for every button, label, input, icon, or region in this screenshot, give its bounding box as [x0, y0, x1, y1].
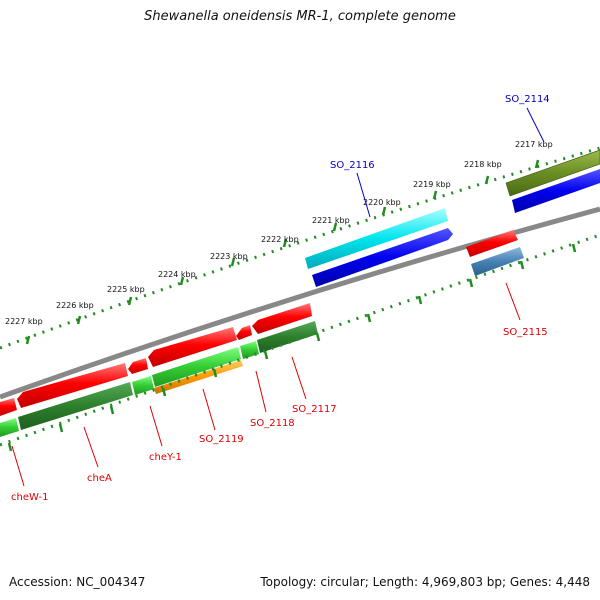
kbp-labels: 2217 kbp 2218 kbp 2219 kbp 2220 kbp 2221…: [5, 140, 553, 326]
kbp-label: 2222 kbp: [261, 235, 299, 244]
kbp-label: 2218 kbp: [464, 160, 502, 169]
gene-SO_2118-feature-2: [240, 341, 259, 359]
gene-SO_2119-feature: [148, 327, 237, 367]
gene-cheA-feature-2: [18, 382, 133, 430]
kbp-label: 2225 kbp: [107, 285, 145, 294]
gene-SO_2118-feature: [236, 325, 252, 340]
gene-SO_2116-feature: [305, 208, 448, 269]
gene-SO_2115-feature: [466, 230, 518, 257]
genome-backbone: [0, 206, 600, 400]
gene-cheY-1-feature-2: [132, 376, 154, 395]
lower-genes: [0, 230, 524, 437]
kbp-label: 2217 kbp: [515, 140, 553, 149]
gene-label-cheW-1: cheW-1: [11, 492, 48, 503]
gene-cheW-1-feature-2: [0, 418, 19, 437]
gene-label-SO_2116: SO_2116: [330, 160, 375, 171]
gene-SO_2115-feature-2: [471, 247, 524, 276]
genome-summary-text: Topology: circular; Length: 4,969,803 bp…: [260, 575, 590, 589]
forward-strand-genes: [305, 149, 600, 287]
kbp-label: 2219 kbp: [413, 180, 451, 189]
gene-SO_2114-feature-2: [512, 169, 600, 213]
inner-major-ticks: [7, 243, 577, 452]
gene-SO_2119-feature-2: [152, 347, 241, 387]
gene-label-SO_2118: SO_2118: [250, 418, 295, 429]
gene-SO_2119-feature-3: [154, 360, 243, 394]
kbp-label: 2227 kbp: [5, 317, 43, 326]
accession-text: Accession: NC_004347: [9, 575, 146, 589]
kbp-label: 2223 kbp: [210, 252, 248, 261]
kbp-label: 2221 kbp: [312, 216, 350, 225]
gene-SO_2117-feature-2: [257, 321, 318, 353]
gene-cheA-feature: [17, 363, 128, 408]
outer-tick-ring: [0, 146, 600, 350]
kbp-label: 2226 kbp: [56, 301, 94, 310]
kbp-label: 2220 kbp: [363, 198, 401, 207]
gene-label-SO_2115: SO_2115: [503, 327, 548, 338]
gene-label-cheY-1: cheY-1: [149, 452, 182, 463]
gene-label-SO_2119: SO_2119: [199, 434, 244, 445]
gene-label-SO_2114: SO_2114: [505, 94, 550, 105]
kbp-label: 2224 kbp: [158, 270, 196, 279]
gene-SO_2114-feature: [505, 149, 600, 197]
gene-label-SO_2117: SO_2117: [292, 404, 337, 415]
outer-major-ticks: [25, 159, 540, 345]
label-leaders: [11, 107, 545, 487]
gene-SO_2117-feature: [252, 303, 312, 334]
gene-cheY-1-feature: [128, 358, 148, 374]
gene-cheW-1-feature: [0, 398, 17, 416]
gene-labels: SO_2114 SO_2115 SO_2116 SO_2117 SO_2118 …: [11, 94, 550, 503]
map-title: Shewanella oneidensis MR-1, complete gen…: [144, 9, 456, 24]
gene-SO_2116-feature-2: [312, 228, 453, 287]
gene-label-cheA: cheA: [87, 473, 112, 484]
